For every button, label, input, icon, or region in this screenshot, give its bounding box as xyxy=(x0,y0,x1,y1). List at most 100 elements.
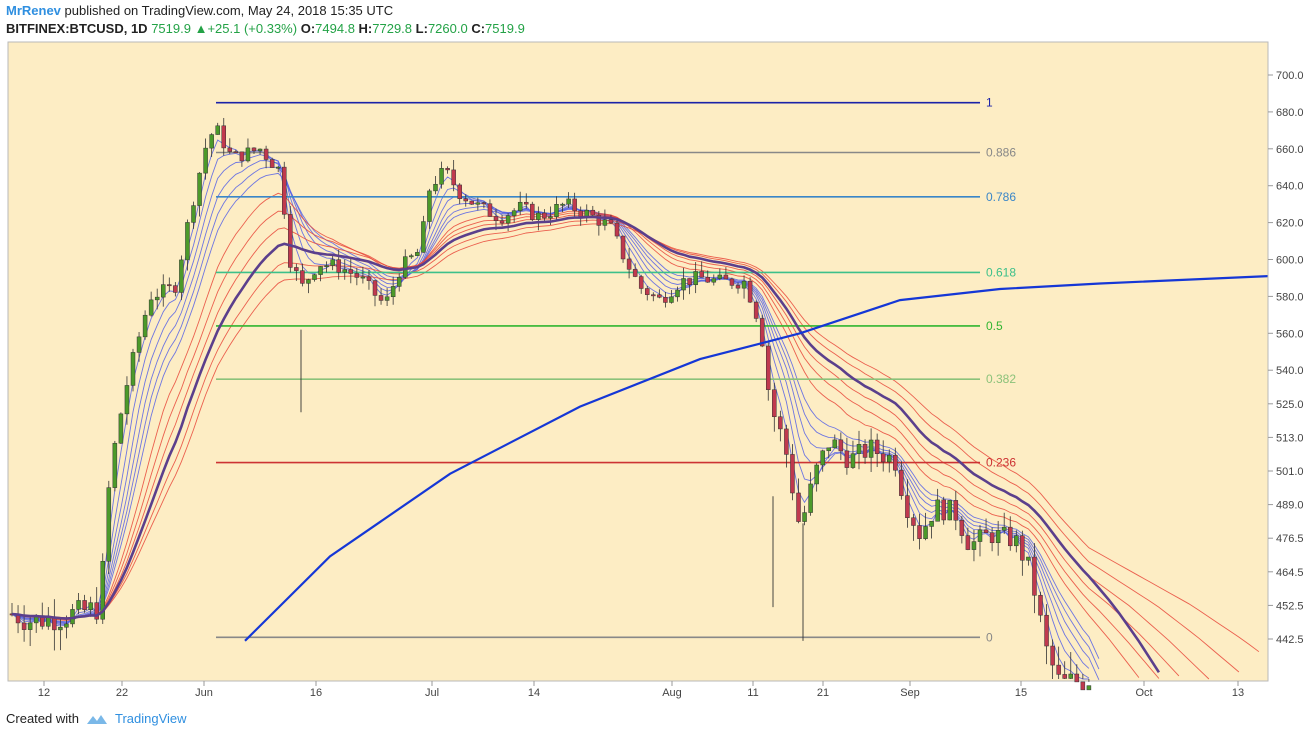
candle-body xyxy=(554,204,559,217)
high-label: H: xyxy=(358,21,373,36)
candle-body xyxy=(1001,526,1007,531)
candle-body xyxy=(832,439,838,449)
candle-body xyxy=(645,288,650,295)
candle-body xyxy=(360,276,366,279)
candle-body xyxy=(457,184,462,200)
candle-body xyxy=(481,202,487,205)
fib-level-label: 0.236 xyxy=(986,456,1016,470)
candle-body xyxy=(324,265,329,267)
candle-body xyxy=(899,469,904,496)
candle-body xyxy=(965,535,971,550)
author-name[interactable]: MrRenev xyxy=(6,3,61,18)
candle-body xyxy=(1080,681,1086,691)
candle-body xyxy=(766,345,771,390)
x-tick-label: Aug xyxy=(662,687,682,699)
candle-body xyxy=(263,148,269,160)
moving-averages xyxy=(11,215,1269,674)
candle-body xyxy=(82,600,87,610)
y-tick-label: 525.0 xyxy=(1276,399,1304,411)
candle-body xyxy=(759,318,765,347)
candle-body xyxy=(487,203,493,217)
candle-body xyxy=(433,183,438,192)
footer: Created with TradingView xyxy=(6,711,187,726)
candle-body xyxy=(439,168,444,185)
candle-body xyxy=(493,216,499,221)
candle-body xyxy=(717,274,723,279)
candle-body xyxy=(233,151,239,154)
x-tick-label: Jul xyxy=(425,687,439,699)
time-axis[interactable]: 12 22 Jun 16 Jul 14 Aug 11 21 Sep 15 Oct 13 xyxy=(38,681,1244,699)
candle-body xyxy=(366,276,372,281)
y-tick-label: 660.0 xyxy=(1276,144,1304,156)
candle-body xyxy=(76,600,81,610)
candle-body xyxy=(1014,535,1019,547)
x-tick-label: Sep xyxy=(900,687,920,699)
candle-body xyxy=(499,220,505,224)
candle-body xyxy=(372,280,378,296)
candle-body xyxy=(675,289,680,298)
candle-body xyxy=(100,560,105,620)
plot-background xyxy=(7,41,1269,682)
candle-body xyxy=(336,259,341,273)
x-tick-label: 16 xyxy=(310,687,322,699)
candle-body xyxy=(1062,674,1067,679)
x-tick-label: 15 xyxy=(1015,687,1027,699)
candle-body xyxy=(1026,556,1031,561)
y-tick-label: 489.0 xyxy=(1276,500,1304,512)
close-label: C: xyxy=(471,21,486,36)
candle-body xyxy=(227,147,233,152)
candle-body xyxy=(269,159,275,168)
candle-body xyxy=(814,464,819,485)
candle-body xyxy=(58,627,63,631)
y-tick-label: 442.5 xyxy=(1276,634,1304,646)
x-tick-label: 21 xyxy=(817,687,829,699)
candle-body xyxy=(282,166,287,215)
open-label: O: xyxy=(300,21,316,36)
candle-body xyxy=(185,222,190,261)
candle-body xyxy=(354,273,360,278)
candle-body xyxy=(409,255,414,258)
candle-body xyxy=(142,314,148,338)
candle-body xyxy=(693,271,698,286)
price-chart[interactable]: 1 0.886 0.786 0.618 0.5 0.382 0.236 0 700.0 680.… xyxy=(0,40,1315,706)
price-axis[interactable]: 700.0 680.0 660.0 640.0 620.0 600.0 580.0 560.0… xyxy=(1267,42,1304,681)
candle-body xyxy=(1068,673,1073,679)
y-tick-label: 513.0 xyxy=(1276,432,1304,444)
candle-body xyxy=(524,201,529,205)
candle-body xyxy=(306,279,311,284)
candle-body xyxy=(294,267,299,271)
candles xyxy=(9,117,1092,691)
candle-body xyxy=(699,271,704,278)
candle-body xyxy=(1044,614,1049,647)
fib-level-label: 1 xyxy=(986,96,993,110)
candle-body xyxy=(330,259,335,266)
candle-body xyxy=(905,495,910,518)
slow-ribbon-line xyxy=(11,219,1240,673)
candle-body xyxy=(203,147,208,174)
open-value: 7494.8 xyxy=(315,21,355,36)
candle-body xyxy=(148,299,154,316)
candle-body xyxy=(711,278,717,283)
candle-body xyxy=(1008,526,1013,547)
candle-body xyxy=(197,172,202,206)
symbol-name: BITFINEX:BTCUSD, 1D xyxy=(6,21,148,36)
slow-ribbon-line xyxy=(11,192,1140,678)
candle-body xyxy=(560,203,565,206)
tradingview-link[interactable]: TradingView xyxy=(114,711,187,726)
candle-body xyxy=(342,269,347,273)
y-tick-label: 464.5 xyxy=(1276,567,1304,579)
candle-body xyxy=(923,526,928,539)
candle-body xyxy=(632,269,638,277)
candle-body xyxy=(826,447,831,452)
fib-level-label: 0.786 xyxy=(986,190,1016,204)
candle-body xyxy=(941,499,946,521)
ma-long-line xyxy=(244,275,1269,642)
candle-body xyxy=(517,201,523,211)
candle-body xyxy=(596,214,602,226)
fib-retracement[interactable]: 1 0.886 0.786 0.618 0.5 0.382 0.236 0 xyxy=(216,96,1016,645)
candle-body xyxy=(384,296,390,301)
candle-body xyxy=(741,280,747,289)
fib-level-label: 0.382 xyxy=(986,372,1016,386)
x-tick-label: Jun xyxy=(195,687,213,699)
y-tick-label: 476.5 xyxy=(1276,533,1304,545)
